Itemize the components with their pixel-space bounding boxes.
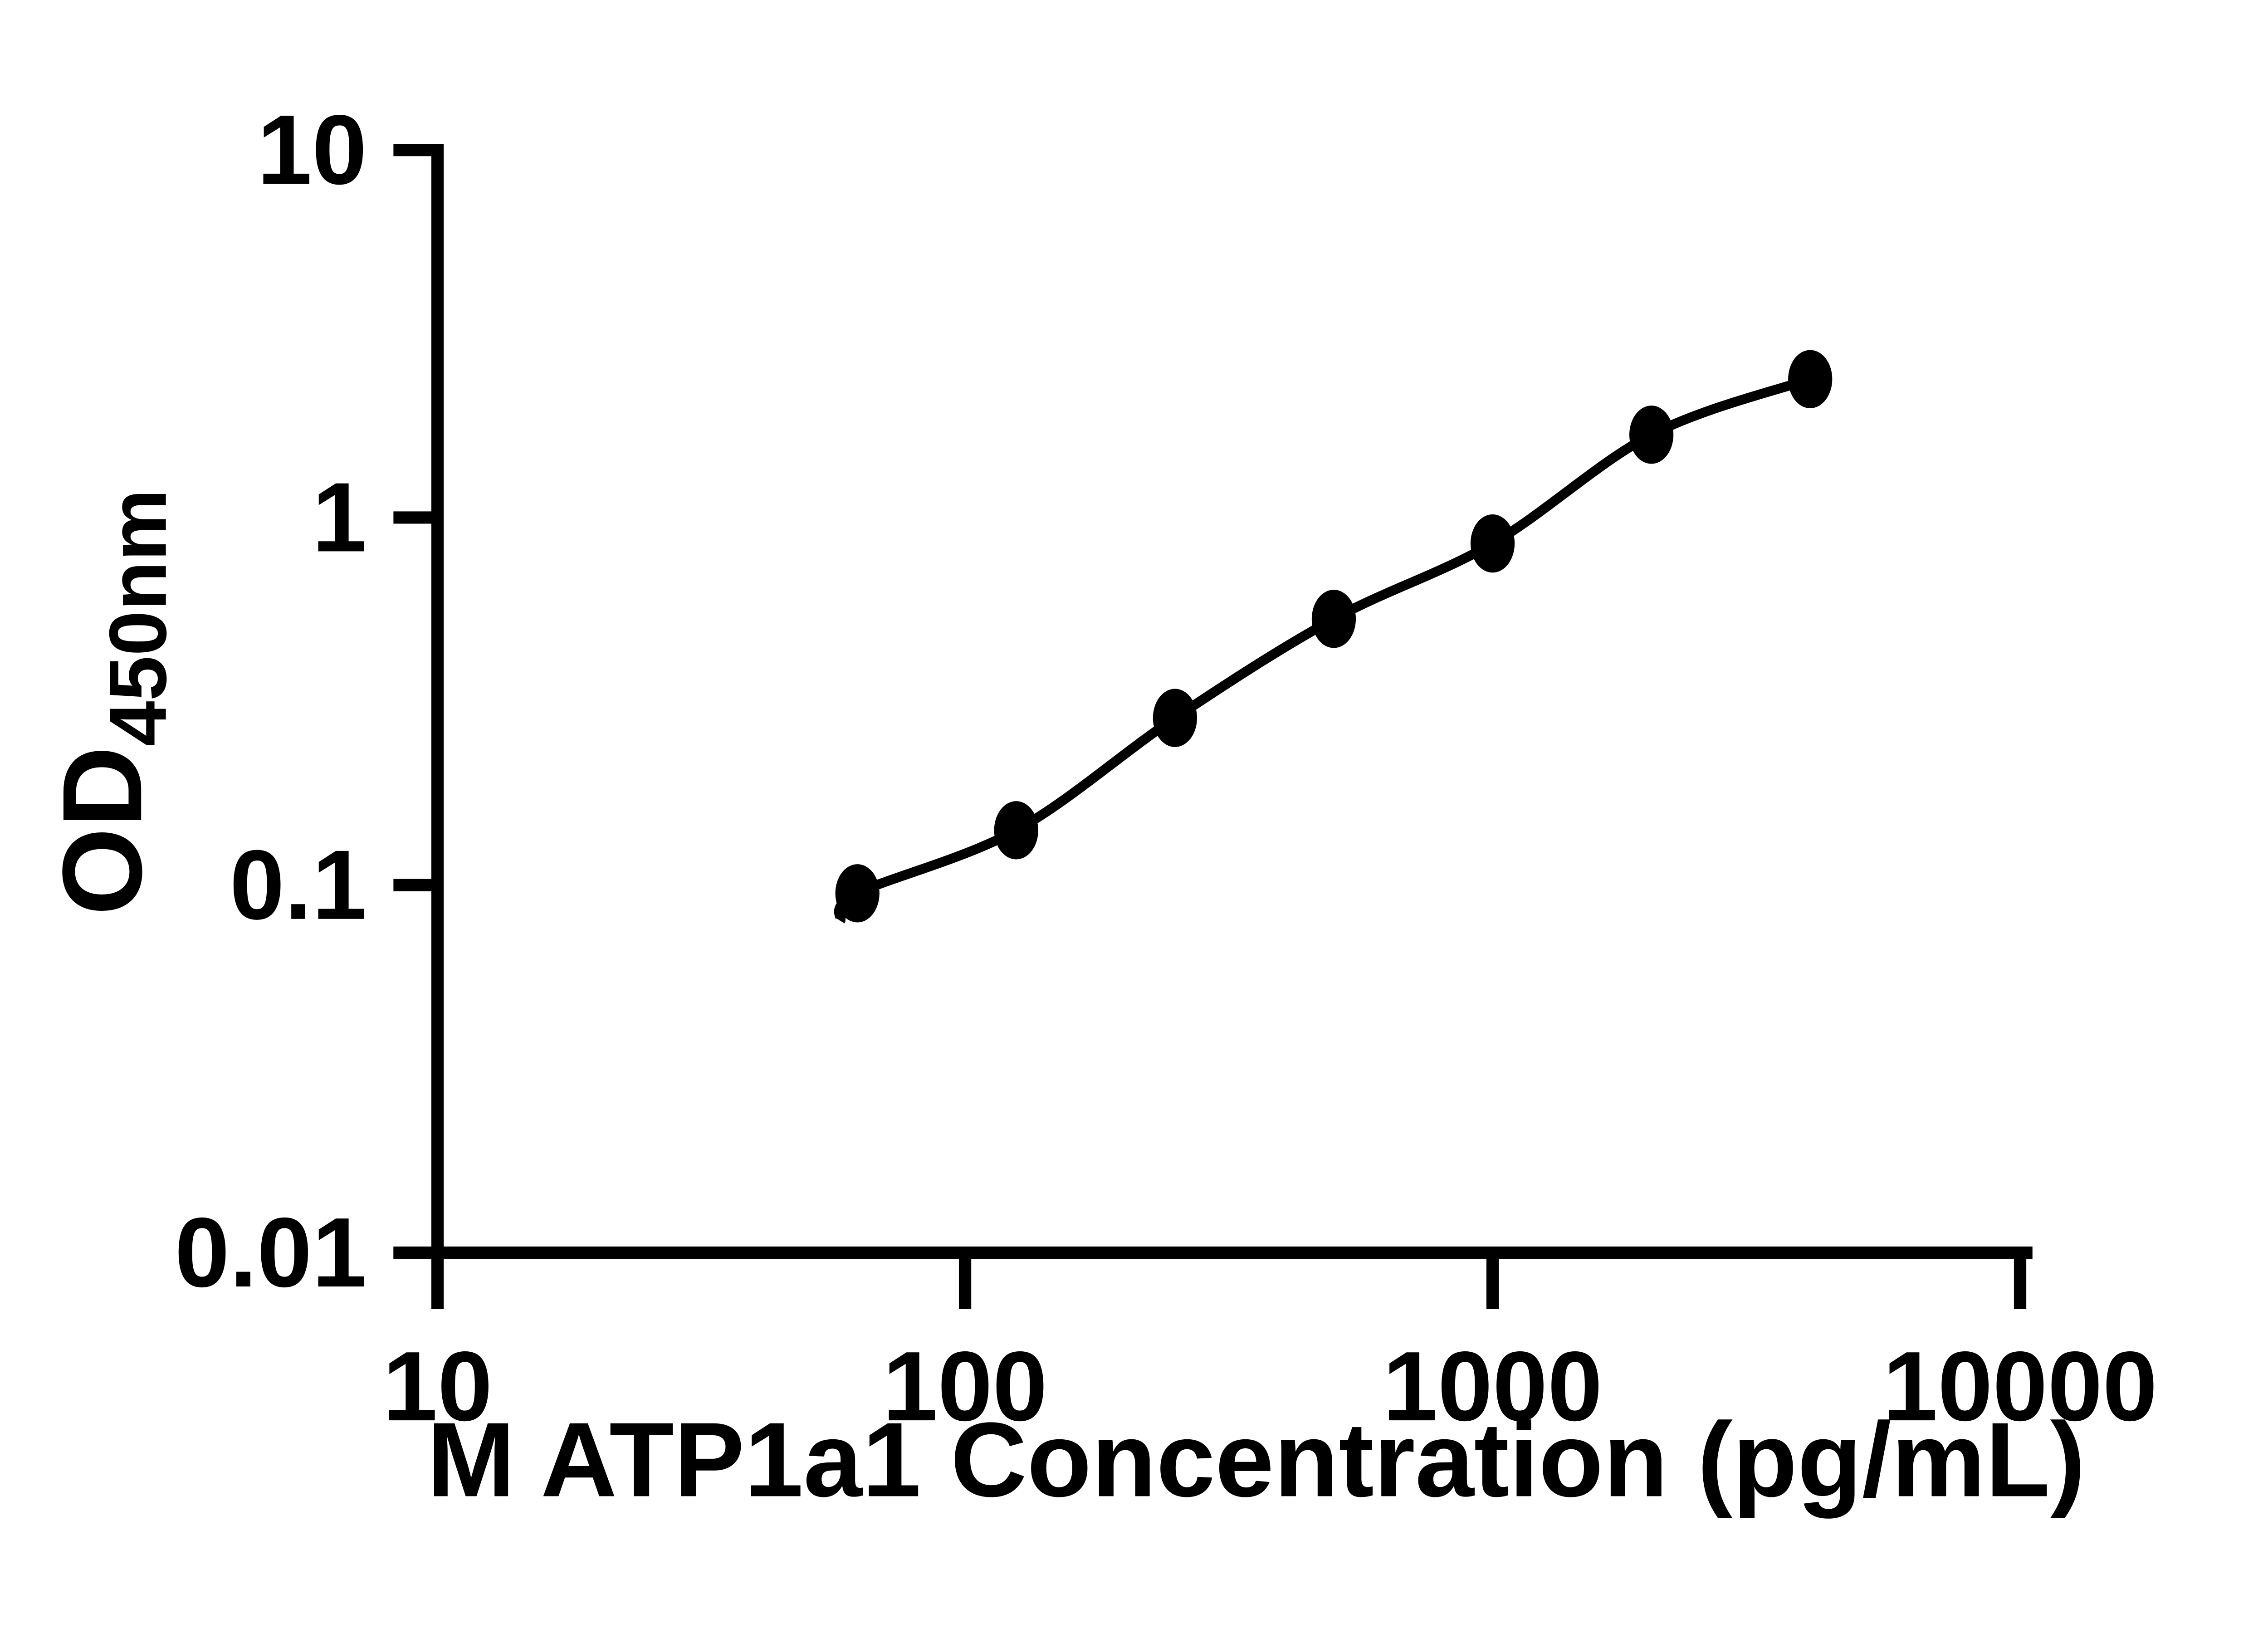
svg-text:OD450nm: OD450nm <box>39 489 183 915</box>
y-tick-label: 10 <box>257 95 367 205</box>
data-point <box>1788 350 1833 408</box>
x-tick-label: 100 <box>883 1331 1047 1442</box>
y-axis-title: OD450nm <box>39 489 183 915</box>
standard-curve-figure: 10 1 0.1 0.01 10 100 1000 10000 M ATP1a1 Conce… <box>39 95 2158 1519</box>
data-point <box>1629 406 1674 464</box>
data-points <box>835 350 1833 923</box>
data-point <box>994 801 1038 860</box>
data-point <box>1311 590 1356 648</box>
standard-curve-chart: 10 1 0.1 0.01 10 100 1000 10000 M ATP1a1 Conce… <box>39 95 2158 1519</box>
y-axis-title-subscript: 450nm <box>93 489 183 746</box>
y-tick-label: 1 <box>312 462 367 572</box>
x-axis-ticks: 10 100 1000 10000 <box>382 1252 2158 1442</box>
y-tick-label: 0.01 <box>175 1198 367 1308</box>
x-tick-label: 10000 <box>1883 1331 2158 1442</box>
y-axis-title-main: OD <box>39 746 165 915</box>
fitted-curve-line <box>834 374 1812 924</box>
x-axis-title: M ATP1a1 Concentration (pg/mL) <box>427 1401 2085 1519</box>
axes <box>393 143 2033 1259</box>
x-tick-label: 1000 <box>1383 1331 1603 1442</box>
y-tick-label: 0.1 <box>230 830 367 940</box>
data-point <box>1470 514 1515 573</box>
y-axis-ticks: 10 1 0.1 0.01 <box>175 95 438 1308</box>
data-point <box>835 864 880 923</box>
x-tick-label: 10 <box>382 1331 492 1442</box>
data-point <box>1153 689 1197 747</box>
